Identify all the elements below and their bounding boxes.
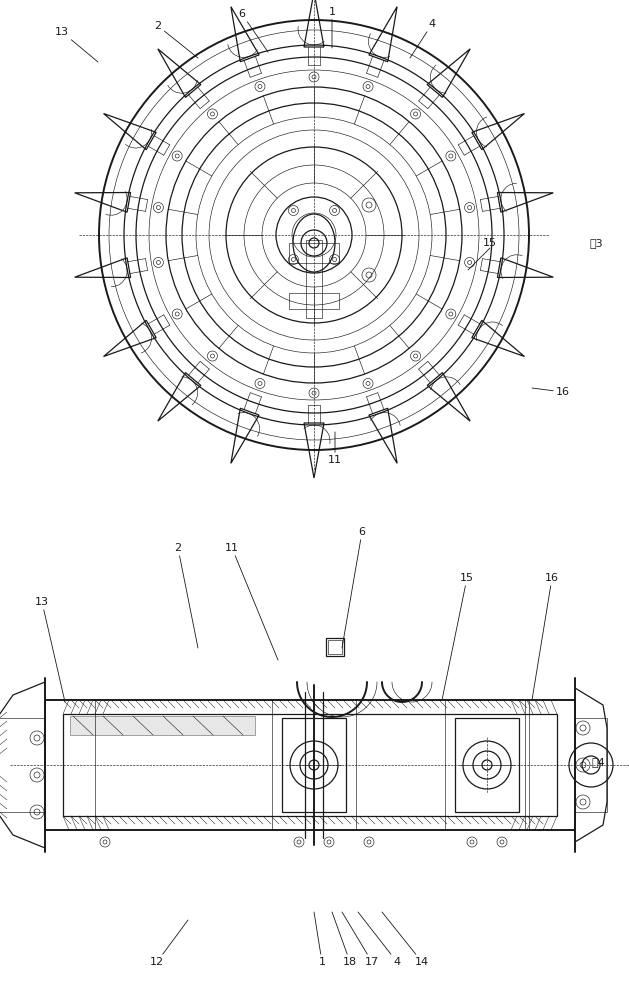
Text: 16: 16 <box>532 387 570 397</box>
Text: 15: 15 <box>442 573 474 700</box>
Text: 6: 6 <box>238 9 268 52</box>
Bar <box>289 243 339 263</box>
Text: 1: 1 <box>314 912 325 967</box>
Bar <box>455 718 519 812</box>
Bar <box>0 718 45 812</box>
Bar <box>575 718 607 812</box>
Bar <box>45 700 575 830</box>
Text: 4: 4 <box>358 912 401 967</box>
Text: 6: 6 <box>342 527 365 648</box>
Text: 图3: 图3 <box>590 238 604 248</box>
Bar <box>328 640 342 654</box>
Polygon shape <box>70 716 255 735</box>
Text: 2: 2 <box>155 21 198 58</box>
Text: 11: 11 <box>328 432 342 465</box>
Text: 12: 12 <box>150 920 188 967</box>
Text: 13: 13 <box>55 27 98 62</box>
Bar <box>289 293 339 309</box>
Text: 18: 18 <box>332 912 357 967</box>
Text: 2: 2 <box>174 543 198 648</box>
Text: 图4: 图4 <box>592 757 606 767</box>
Text: 13: 13 <box>35 597 65 702</box>
Text: 11: 11 <box>225 543 278 660</box>
Text: 16: 16 <box>532 573 559 700</box>
Text: 14: 14 <box>382 912 429 967</box>
Text: 4: 4 <box>410 19 435 58</box>
Text: 1: 1 <box>328 7 335 48</box>
Bar <box>282 718 346 812</box>
Bar <box>306 240 322 318</box>
Bar <box>63 714 557 816</box>
Text: 15: 15 <box>483 238 497 248</box>
Bar <box>326 638 344 656</box>
Text: 17: 17 <box>342 912 379 967</box>
